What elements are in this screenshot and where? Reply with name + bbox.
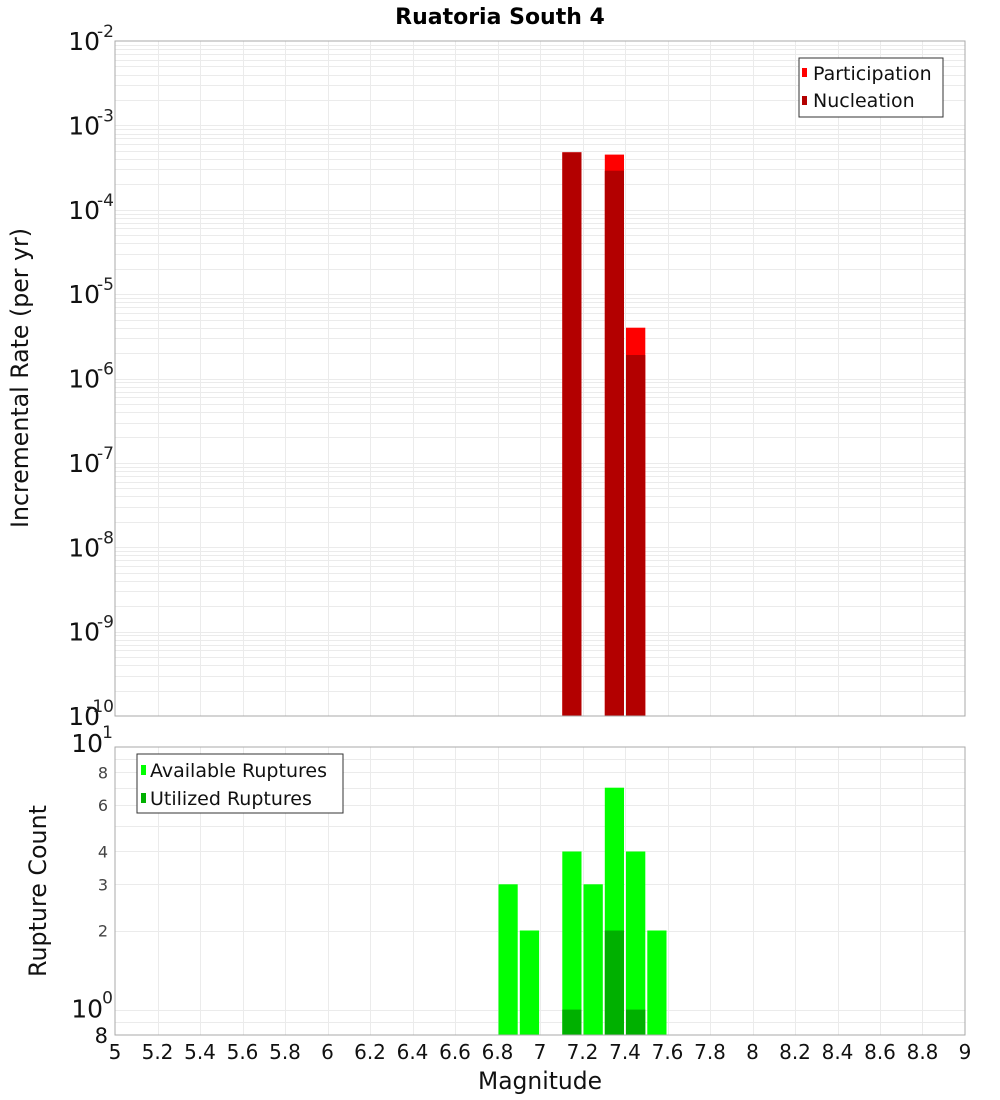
count-legend-box bbox=[136, 753, 344, 814]
x-tick-label: 5.4 bbox=[184, 1040, 216, 1064]
x-tick-label: 8.2 bbox=[779, 1040, 811, 1064]
x-tick-label: 8.8 bbox=[907, 1040, 939, 1064]
bar-utilized-ruptures bbox=[604, 930, 624, 1035]
y-tick-exponent: -8 bbox=[97, 528, 114, 548]
y-tick-label: 10 bbox=[68, 533, 100, 562]
chart-title: Ruatoria South 4 bbox=[395, 5, 605, 30]
count-plot-bars bbox=[498, 787, 667, 1035]
x-tick-label: 7.4 bbox=[609, 1040, 641, 1064]
bar-available-ruptures bbox=[583, 884, 603, 1035]
rate-plot-grid bbox=[115, 41, 965, 716]
rate-legend: Participation Nucleation bbox=[798, 57, 944, 118]
legend-available-ruptures: Available Ruptures bbox=[150, 760, 327, 782]
rate-legend-box bbox=[798, 57, 944, 118]
x-tick-label: 7 bbox=[534, 1040, 547, 1064]
y-tick-exponent: -2 bbox=[97, 22, 114, 42]
x-tick-label: 6.4 bbox=[397, 1040, 429, 1064]
y-tick-label: 10 bbox=[71, 729, 103, 758]
bar-nucleation bbox=[626, 355, 646, 716]
y-tick-label: 10 bbox=[68, 449, 100, 478]
available-swatch-icon bbox=[141, 765, 146, 775]
x-tick-label: 9 bbox=[959, 1040, 972, 1064]
count-plot-grid bbox=[115, 747, 965, 1035]
y-tick-exponent: -3 bbox=[97, 106, 114, 126]
bar-available-ruptures bbox=[498, 884, 518, 1035]
y-tick-label: 10 bbox=[68, 111, 100, 140]
count-plot-frame bbox=[114, 746, 966, 1036]
y-tick-exponent: -9 bbox=[97, 613, 114, 633]
y-tick-label: 10 bbox=[68, 618, 100, 647]
y-tick-label-minor: 3 bbox=[98, 875, 108, 894]
legend-participation: Participation bbox=[813, 63, 932, 85]
x-tick-label: 5.8 bbox=[269, 1040, 301, 1064]
y-tick-label: 8 bbox=[95, 1024, 108, 1048]
x-tick-label: 8.4 bbox=[822, 1040, 854, 1064]
rate-plot-bars bbox=[562, 152, 646, 717]
x-tick-label: 8.6 bbox=[864, 1040, 896, 1064]
y-tick-exponent: -4 bbox=[97, 191, 114, 211]
rate-plot: 10-210-310-410-510-610-710-810-910-10 Pa… bbox=[6, 22, 966, 731]
y-tick-label-minor: 6 bbox=[98, 796, 108, 815]
y-tick-exponent: -7 bbox=[97, 444, 114, 464]
x-axis-label: Magnitude bbox=[478, 1067, 602, 1095]
legend-utilized-ruptures: Utilized Ruptures bbox=[150, 788, 312, 810]
y-tick-label: 10 bbox=[68, 27, 100, 56]
x-tick-label: 6.8 bbox=[482, 1040, 514, 1064]
bar-available-ruptures bbox=[519, 930, 540, 1035]
y-tick-label-minor: 8 bbox=[98, 763, 108, 782]
y-tick-label-minor: 4 bbox=[98, 843, 108, 862]
x-tick-label: 7.8 bbox=[694, 1040, 726, 1064]
utilized-swatch-icon bbox=[141, 793, 146, 803]
y-tick-label: 10 bbox=[68, 280, 100, 309]
bar-available-ruptures bbox=[562, 851, 582, 1035]
x-tick-label: 5 bbox=[109, 1040, 122, 1064]
y-tick-label: 10 bbox=[68, 365, 100, 394]
x-tick-label: 6.6 bbox=[439, 1040, 471, 1064]
legend-nucleation: Nucleation bbox=[813, 90, 915, 112]
x-tick-label: 6 bbox=[321, 1040, 334, 1064]
y-tick-exponent: 0 bbox=[102, 989, 113, 1009]
x-tick-label: 7.6 bbox=[652, 1040, 684, 1064]
y-tick-label-minor: 2 bbox=[98, 922, 108, 941]
y-tick-exponent: -10 bbox=[86, 697, 114, 717]
magnitude-x-ticks: 5 5.2 5.4 5.6 5.8 6 6.2 6.4 6.6 6.8 7 7.2 7.4 7.6 7.8 8… bbox=[109, 1040, 972, 1064]
y-tick-label: 10 bbox=[68, 196, 100, 225]
y-tick-label: 10 bbox=[68, 702, 100, 731]
x-tick-label: 7.2 bbox=[567, 1040, 599, 1064]
y-tick-exponent: -5 bbox=[97, 275, 114, 295]
bar-utilized-ruptures bbox=[626, 1009, 646, 1035]
x-tick-label: 5.2 bbox=[142, 1040, 174, 1064]
bar-nucleation bbox=[604, 170, 624, 716]
participation-swatch-icon bbox=[802, 68, 807, 77]
bar-nucleation bbox=[562, 152, 582, 717]
x-tick-label: 6.2 bbox=[354, 1040, 386, 1064]
x-tick-label: 5.6 bbox=[227, 1040, 259, 1064]
y-tick-exponent: -6 bbox=[97, 360, 114, 380]
y-tick-exponent: 1 bbox=[102, 723, 113, 743]
bar-available-ruptures bbox=[647, 930, 667, 1035]
x-tick-label: 8 bbox=[746, 1040, 759, 1064]
y-tick-label: 10 bbox=[71, 995, 103, 1024]
bar-utilized-ruptures bbox=[562, 1009, 582, 1035]
nucleation-swatch-icon bbox=[802, 96, 807, 105]
count-y-axis-label: Rupture Count bbox=[24, 805, 52, 977]
bar-available-ruptures bbox=[626, 851, 646, 1035]
rate-y-axis-label: Incremental Rate (per yr) bbox=[6, 228, 34, 528]
rate-plot-frame bbox=[114, 40, 966, 717]
count-legend: Available Ruptures Utilized Ruptures bbox=[136, 753, 344, 814]
rate-y-ticks: 10-210-310-410-510-610-710-810-910-10 bbox=[68, 22, 114, 731]
